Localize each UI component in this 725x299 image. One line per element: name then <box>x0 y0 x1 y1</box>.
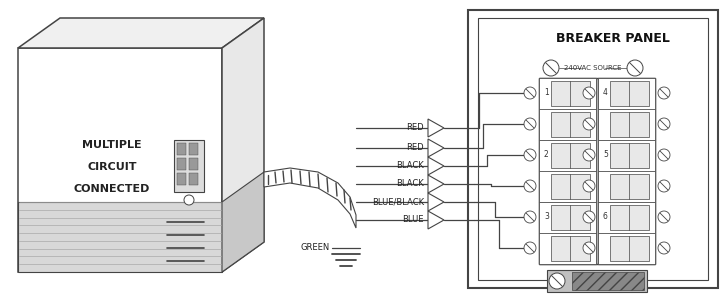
Bar <box>539 171 596 202</box>
Text: 1: 1 <box>544 88 549 97</box>
Bar <box>598 78 655 109</box>
Bar <box>177 173 186 185</box>
Bar <box>551 112 590 137</box>
Bar <box>598 202 655 233</box>
Circle shape <box>543 60 559 76</box>
Circle shape <box>583 87 595 99</box>
Circle shape <box>524 118 536 130</box>
Bar <box>551 143 590 168</box>
Bar <box>539 78 596 109</box>
Text: BLACK: BLACK <box>397 161 424 170</box>
Text: RED: RED <box>407 123 424 132</box>
Bar <box>539 78 655 264</box>
Bar <box>598 140 655 171</box>
Text: BREAKER PANEL: BREAKER PANEL <box>556 31 670 45</box>
Bar <box>539 109 596 140</box>
Bar <box>610 205 649 230</box>
Bar <box>189 173 198 185</box>
Text: 6: 6 <box>603 212 608 221</box>
Text: 2: 2 <box>544 150 549 159</box>
Circle shape <box>524 180 536 192</box>
Bar <box>539 202 596 233</box>
Polygon shape <box>428 157 444 175</box>
Text: BLUE: BLUE <box>402 216 424 225</box>
Polygon shape <box>428 139 444 157</box>
Circle shape <box>627 60 643 76</box>
Text: MULTIPLE: MULTIPLE <box>82 140 142 150</box>
Polygon shape <box>222 172 264 272</box>
Polygon shape <box>428 211 444 229</box>
Circle shape <box>658 87 670 99</box>
Polygon shape <box>428 119 444 137</box>
Circle shape <box>524 149 536 161</box>
Text: CIRCUIT: CIRCUIT <box>87 162 137 172</box>
Text: RED: RED <box>407 144 424 152</box>
Bar <box>598 109 655 140</box>
Polygon shape <box>18 202 222 272</box>
Text: BLUE/BLACK: BLUE/BLACK <box>372 198 424 207</box>
Bar <box>539 78 596 140</box>
Text: GREEN: GREEN <box>301 243 330 252</box>
Polygon shape <box>428 175 444 193</box>
Circle shape <box>583 180 595 192</box>
Text: CONNECTED: CONNECTED <box>74 184 150 194</box>
Polygon shape <box>428 193 444 211</box>
Bar <box>468 10 718 288</box>
Bar <box>478 18 708 280</box>
Text: 4: 4 <box>603 88 608 97</box>
Bar <box>610 236 649 261</box>
Text: 240VAC SOURCE: 240VAC SOURCE <box>564 65 622 71</box>
Bar <box>598 233 655 264</box>
Bar <box>189 143 198 155</box>
Circle shape <box>583 118 595 130</box>
Circle shape <box>583 211 595 223</box>
Circle shape <box>658 118 670 130</box>
Bar <box>610 81 649 106</box>
Circle shape <box>658 211 670 223</box>
Bar <box>551 174 590 199</box>
Circle shape <box>658 180 670 192</box>
Bar <box>189 158 198 170</box>
Circle shape <box>524 242 536 254</box>
Bar <box>539 202 596 264</box>
Bar <box>598 202 655 264</box>
Bar <box>539 140 596 202</box>
Text: 5: 5 <box>603 150 608 159</box>
Circle shape <box>658 149 670 161</box>
Circle shape <box>583 149 595 161</box>
Text: BLACK: BLACK <box>397 179 424 188</box>
Circle shape <box>524 87 536 99</box>
Bar <box>598 78 655 140</box>
Bar <box>598 140 655 202</box>
Circle shape <box>549 273 565 289</box>
Text: 3: 3 <box>544 212 549 221</box>
Bar <box>610 143 649 168</box>
Bar <box>610 112 649 137</box>
Polygon shape <box>18 18 264 48</box>
Bar <box>551 236 590 261</box>
Bar <box>174 140 204 192</box>
Bar <box>551 205 590 230</box>
Bar <box>598 171 655 202</box>
Bar <box>177 143 186 155</box>
Polygon shape <box>18 48 222 272</box>
Polygon shape <box>264 168 356 228</box>
Bar <box>539 140 596 171</box>
Circle shape <box>184 195 194 205</box>
Bar <box>177 158 186 170</box>
Polygon shape <box>222 18 264 272</box>
Bar <box>572 272 644 290</box>
Bar <box>547 270 647 292</box>
Circle shape <box>583 242 595 254</box>
Circle shape <box>524 211 536 223</box>
Bar <box>610 174 649 199</box>
Bar <box>551 81 590 106</box>
Circle shape <box>658 242 670 254</box>
Bar <box>539 233 596 264</box>
